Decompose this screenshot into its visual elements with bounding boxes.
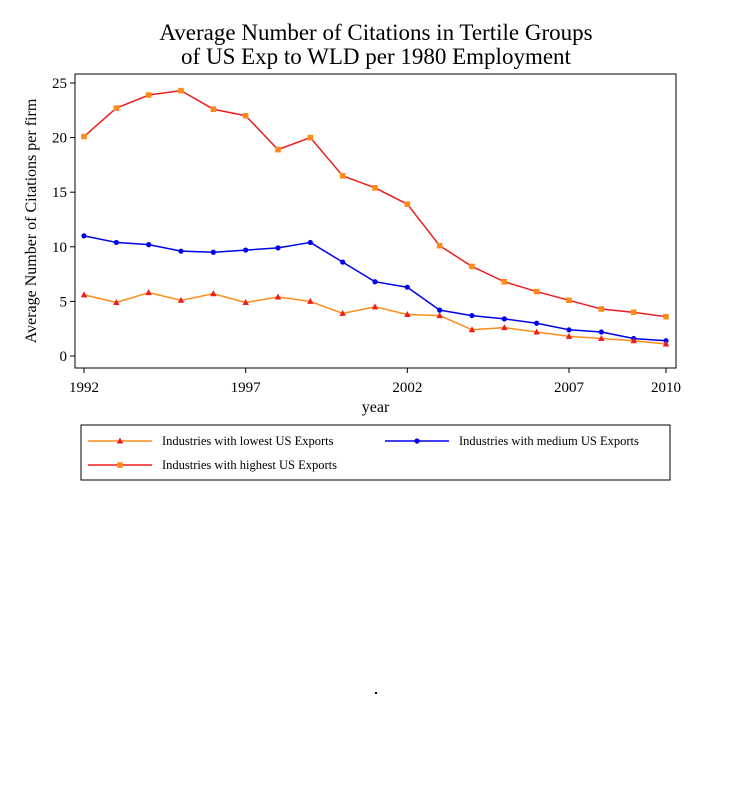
data-point (630, 337, 637, 344)
data-point (146, 242, 152, 248)
x-tick-label: 2002 (392, 380, 422, 396)
data-point (436, 242, 443, 249)
y-tick-label: 15 (52, 185, 67, 201)
data-point (178, 87, 184, 94)
data-point (468, 326, 476, 333)
data-point (210, 106, 217, 113)
legend-marker (116, 437, 124, 444)
series-2 (81, 233, 669, 344)
data-point (274, 293, 282, 300)
x-tick-label: 1992 (69, 380, 99, 396)
data-point (340, 259, 346, 265)
data-point (533, 288, 540, 295)
legend-marker (414, 438, 420, 444)
data-point (534, 320, 540, 326)
y-tick-label: 0 (60, 349, 68, 365)
data-point (469, 312, 475, 319)
data-point (598, 306, 605, 312)
data-point (113, 239, 119, 246)
y-tick-label: 25 (52, 76, 67, 92)
data-point (275, 245, 281, 251)
y-tick-label: 5 (60, 294, 68, 310)
legend-box (80, 424, 671, 481)
data-point (339, 309, 346, 316)
legend-label: Industries with lowest US Exports (162, 434, 334, 448)
data-point (113, 105, 120, 111)
legend-item: Industries with lowest US Exports (88, 434, 334, 448)
data-point (178, 248, 184, 254)
data-point (598, 329, 604, 335)
chart-title-line: of US Exp to WLD per 1980 Employment (181, 44, 571, 69)
data-point (81, 133, 87, 140)
data-point (242, 298, 249, 305)
data-point (145, 92, 152, 98)
data-point (145, 289, 152, 296)
legend-label: Industries with medium US Exports (459, 434, 639, 448)
data-point (210, 290, 217, 297)
plot-frame (74, 73, 677, 369)
data-point (242, 112, 249, 119)
data-point (243, 247, 249, 253)
y-axis: 0 5 10 15 20 25 (52, 76, 75, 365)
data-point (501, 316, 507, 322)
data-point (663, 313, 669, 320)
y-tick-label: 20 (52, 131, 67, 147)
data-point (339, 173, 346, 179)
data-point (598, 335, 605, 342)
data-point (662, 340, 670, 347)
data-point (81, 233, 87, 239)
x-tick-label: 1997 (231, 380, 262, 396)
legend-label: Industries with highest US Exports (162, 458, 337, 472)
x-axis-label: year (362, 399, 390, 416)
stray-mark (375, 692, 377, 694)
data-point (404, 284, 410, 290)
x-tick-label: 2007 (554, 380, 585, 396)
x-axis: 1992 1997 2002 2007 2010 (69, 368, 681, 396)
chart-title-line: Average Number of Citations in Tertile G… (159, 20, 592, 45)
data-point (630, 309, 637, 316)
data-point (436, 312, 443, 319)
series-line (83, 291, 667, 345)
data-point (80, 291, 88, 298)
series-3 (81, 87, 669, 320)
series-1 (80, 289, 670, 347)
data-point (177, 296, 185, 303)
data-point (469, 263, 475, 270)
data-point (533, 328, 540, 335)
data-point (307, 297, 314, 304)
legend: Industries with lowest US Exports Industr… (80, 424, 671, 481)
data-point (404, 311, 411, 318)
data-point (210, 249, 216, 255)
x-tick-label: 2010 (651, 380, 681, 396)
chart-title: Average Number of Citations in Tertile G… (159, 20, 592, 69)
data-point (371, 303, 379, 310)
data-point (566, 327, 572, 333)
legend-marker (117, 462, 123, 468)
data-point (437, 307, 443, 313)
data-point (372, 279, 378, 285)
data-point (501, 278, 508, 285)
data-point (501, 324, 508, 331)
data-point (275, 146, 281, 153)
data-point (372, 185, 378, 191)
series-line (83, 235, 667, 342)
data-point (307, 239, 313, 246)
y-axis-label: Average Number of Citations per firm (23, 98, 40, 343)
data-point (404, 201, 411, 208)
data-point (307, 134, 314, 141)
data-point (566, 297, 572, 304)
series-group (80, 87, 670, 347)
legend-item: Industries with medium US Exports (385, 434, 639, 448)
y-tick-label: 10 (52, 240, 67, 256)
data-point (113, 298, 120, 305)
data-point (565, 332, 573, 339)
legend-item: Industries with highest US Exports (88, 458, 337, 472)
